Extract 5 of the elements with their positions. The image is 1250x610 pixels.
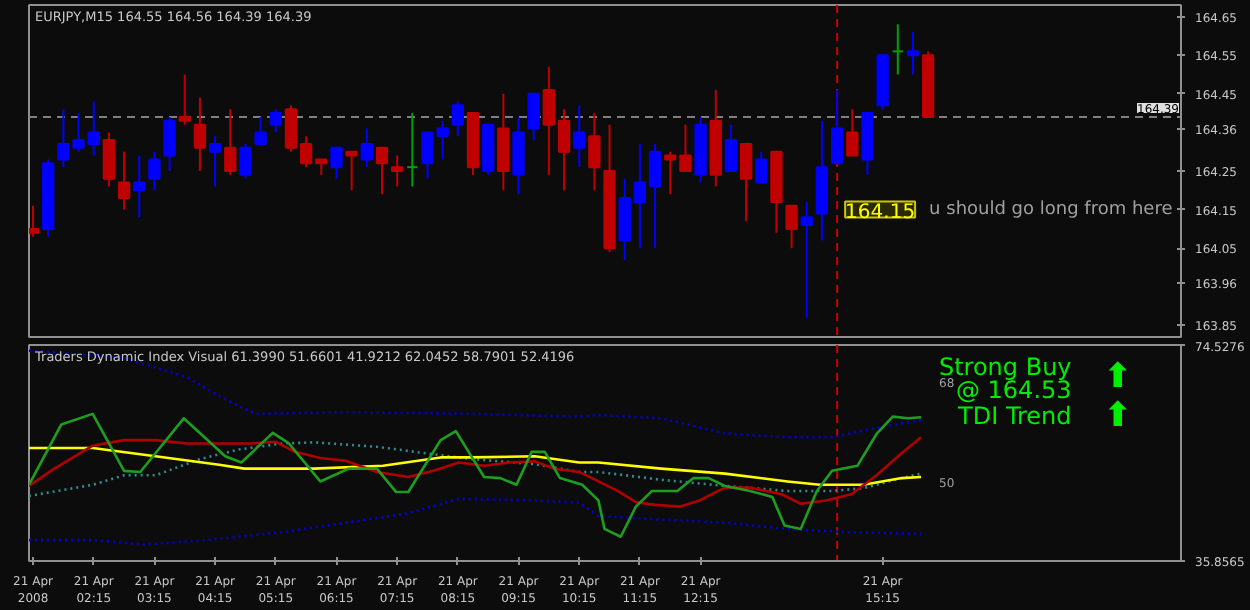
annotation: ⬆: [1103, 357, 1132, 398]
annotation: Strong Buy: [938, 352, 1072, 381]
annotation: TDI Trend: [956, 402, 1072, 431]
annotation: u should go long from here: [929, 199, 1174, 220]
annotation: ⬆: [1103, 396, 1132, 437]
